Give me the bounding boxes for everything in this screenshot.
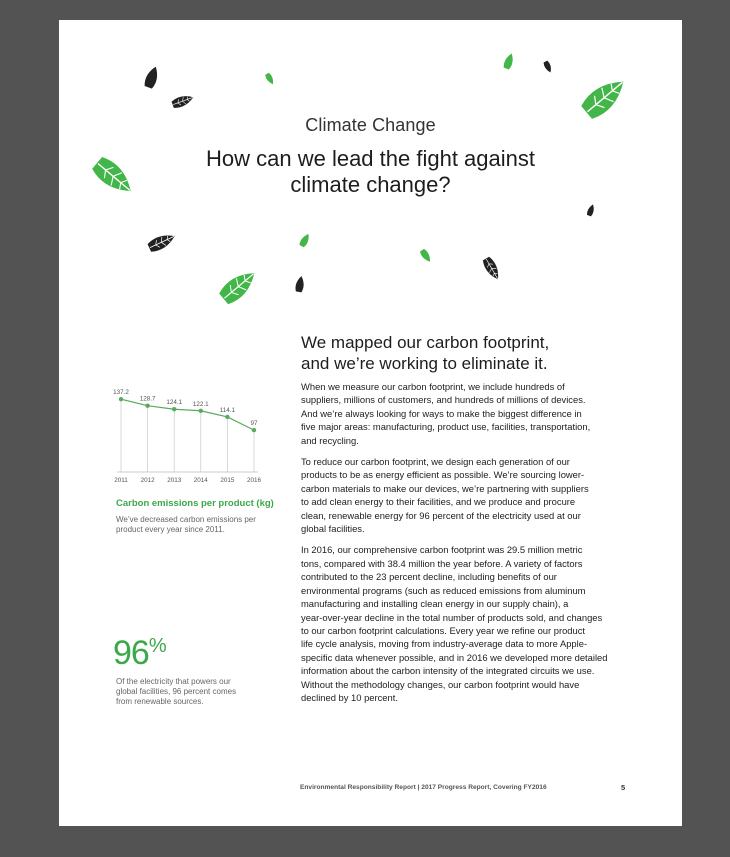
- chart-caption-line: We’ve decreased carbon emissions per: [116, 515, 256, 524]
- chart-data-point: [251, 427, 257, 433]
- section-label: Climate Change: [305, 115, 436, 135]
- leaf-icon: [216, 265, 262, 307]
- chart-data-point: [225, 414, 230, 420]
- chart-data-label: 97: [250, 420, 258, 427]
- paragraph-line: global facilities.: [301, 523, 365, 535]
- emissions-line-chart: 137.2 2011 128.7 2012 124.1 2013 122.1 2014 114.…: [113, 389, 262, 484]
- leaf-icon: [502, 52, 516, 70]
- paragraph-line: specific data whenever possible, and in …: [301, 651, 608, 663]
- paragraph-line: manufacturing and installing clean energ…: [301, 598, 569, 610]
- leaf-icon: [294, 275, 306, 293]
- paragraph-line: Without the methodology changes, our car…: [301, 678, 580, 690]
- leaf-icon: [542, 60, 554, 74]
- paragraph: To reduce our carbon footprint, we desig…: [301, 455, 646, 535]
- chart-caption-line: product every year since 2011.: [116, 525, 225, 534]
- chart-x-tick-label: 2014: [194, 477, 209, 484]
- paragraph-line: declined by 10 percent.: [301, 691, 398, 703]
- paragraph-line: year-over-year decline in the total numb…: [301, 611, 603, 623]
- stat-caption-line: from renewable sources.: [116, 697, 204, 706]
- headline: How can we lead the fight against climat…: [119, 146, 622, 198]
- paragraph-line: life cycle analysis, moving from industr…: [301, 638, 588, 650]
- paragraph-line: contributed to the 23 percent decline, i…: [301, 571, 557, 583]
- stat-caption-line: Of the electricity that powers our: [116, 677, 231, 686]
- chart-data-label: 114.1: [220, 407, 236, 414]
- paragraph-line: carbon materials to make our devices, we…: [301, 482, 589, 494]
- stat-caption: Of the electricity that powers our globa…: [116, 677, 286, 707]
- chart-series-line: [120, 398, 255, 431]
- leaf-icon: [143, 64, 161, 90]
- chart-x-tick-label: 2016: [247, 477, 262, 484]
- chart-x-tick-label: 2012: [141, 477, 156, 484]
- paragraph-line: and recycling.: [301, 434, 359, 446]
- chart-data-point: [118, 396, 124, 402]
- headline-line: climate change?: [290, 172, 451, 197]
- leaf-icon: [264, 72, 276, 86]
- paragraph-line: five major areas: manufacturing, product…: [301, 421, 591, 433]
- paragraph-line: tons, compared with 38.4 million the yea…: [301, 557, 583, 569]
- paragraph-line: In 2016, our comprehensive carbon footpr…: [301, 544, 583, 556]
- leaf-icon: [481, 255, 503, 283]
- chart-data-label: 124.1: [166, 399, 182, 406]
- document-page: Climate Change How can we lead the fight…: [59, 20, 682, 826]
- stat-unit: %: [148, 635, 167, 657]
- headline-line: How can we lead the fight against: [206, 146, 535, 171]
- chart-x-tick-label: 2013: [167, 477, 182, 484]
- chart-data-point: [145, 403, 150, 408]
- paragraph-line: information about the carbon intensity o…: [301, 665, 595, 677]
- page-number: 5: [621, 783, 626, 792]
- subhead: We mapped our carbon footprint, and we’r…: [301, 332, 641, 374]
- paragraph-line: suppliers, millions of customers, and hu…: [301, 394, 586, 406]
- paragraph: When we measure our carbon footprint, we…: [301, 380, 646, 447]
- stat-value: 96%: [113, 634, 167, 673]
- chart-title: Carbon emissions per product (kg): [116, 498, 274, 509]
- paragraph-line: To reduce our carbon footprint, we desig…: [301, 456, 570, 468]
- leaf-icon: [170, 92, 196, 110]
- paragraph-line: products to be as energy efficient as po…: [301, 469, 585, 481]
- subhead-line: and we’re working to eliminate it.: [301, 354, 548, 373]
- paragraph: In 2016, our comprehensive carbon footpr…: [301, 543, 646, 704]
- paragraph-line: to our carbon footprint calculations. Ev…: [301, 624, 586, 636]
- paragraph-line: environmental programs (such as reduced …: [301, 584, 586, 596]
- leaf-icon: [419, 248, 433, 264]
- subhead-line: We mapped our carbon footprint,: [301, 333, 550, 352]
- leaf-icon: [298, 232, 312, 248]
- chart-data-point: [198, 408, 203, 413]
- paragraph-line: And we’re always looking for ways to mak…: [301, 407, 582, 419]
- chart-data-label: 137.2: [113, 389, 129, 396]
- chart-data-label: 128.7: [140, 396, 156, 403]
- leaf-icon: [146, 230, 178, 254]
- footer-text: Environmental Responsibility Report | 20…: [300, 784, 547, 791]
- chart-x-tick-label: 2011: [114, 477, 128, 484]
- chart-x-tick-label: 2015: [220, 477, 235, 484]
- body-text: When we measure our carbon footprint, we…: [301, 380, 646, 712]
- leaf-icon: [586, 203, 596, 217]
- chart-data-label: 122.1: [193, 401, 209, 408]
- paragraph-line: to add clean energy to their facilities,…: [301, 496, 576, 508]
- paragraph-line: When we measure our carbon footprint, we…: [301, 381, 565, 392]
- paragraph-line: clean, renewable energy for 96 percent o…: [301, 509, 581, 521]
- stat-caption-line: global facilities, 96 percent comes: [116, 687, 237, 696]
- chart-caption: We’ve decreased carbon emissions per pro…: [116, 515, 281, 535]
- stat-number: 96: [113, 634, 150, 672]
- chart-data-point: [172, 407, 177, 412]
